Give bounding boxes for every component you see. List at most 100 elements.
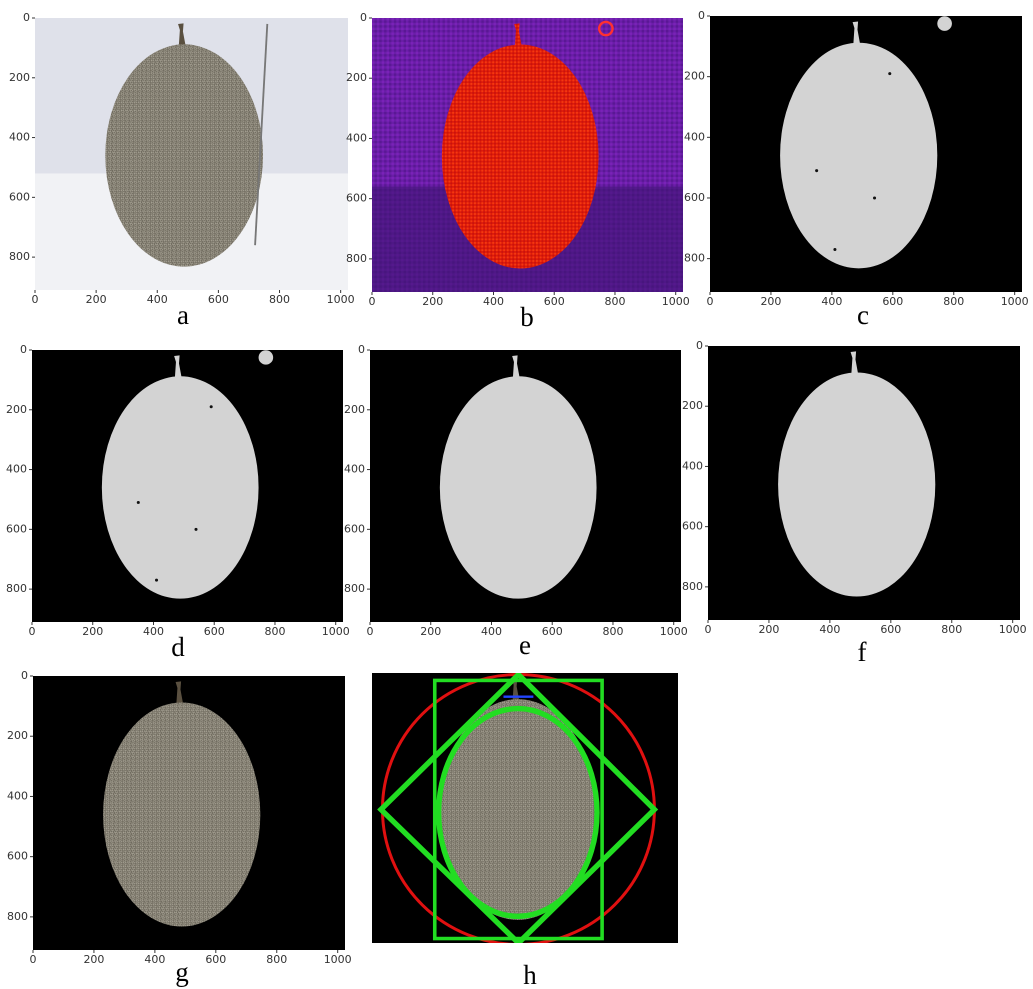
- y-tick-label: 600: [6, 522, 27, 535]
- melon: [780, 43, 937, 269]
- panel-image: [372, 673, 678, 944]
- y-tick-label: 200: [682, 399, 703, 412]
- x-tick-label: 400: [481, 625, 502, 638]
- y-tick-label: 400: [346, 131, 367, 144]
- x-tick-label: 600: [544, 295, 565, 308]
- hole: [888, 72, 891, 75]
- panel-label: c: [857, 300, 869, 330]
- y-tick-label: 200: [346, 71, 367, 84]
- x-tick-label: 200: [758, 623, 779, 636]
- y-tick-label: 400: [344, 463, 365, 476]
- x-tick-label: 1000: [324, 953, 352, 966]
- y-tick-label: 200: [6, 403, 27, 416]
- y-tick-label: 600: [346, 192, 367, 205]
- x-tick-label: 600: [204, 625, 225, 638]
- melon: [440, 376, 597, 598]
- y-tick-label: 0: [696, 339, 703, 352]
- x-tick-label: 200: [422, 295, 443, 308]
- x-tick-label: 200: [760, 295, 781, 308]
- panel-label: a: [177, 300, 189, 330]
- x-tick-label: 1000: [322, 625, 350, 638]
- panel-image: [370, 350, 681, 622]
- x-tick-label: 400: [147, 293, 168, 306]
- y-tick-label: 800: [7, 910, 28, 923]
- hole: [137, 501, 140, 504]
- y-tick-label: 800: [682, 580, 703, 593]
- y-tick-label: 800: [346, 252, 367, 265]
- hole: [873, 196, 876, 199]
- x-tick-label: 400: [819, 623, 840, 636]
- panel-label: b: [520, 302, 534, 332]
- y-tick-label: 800: [9, 250, 30, 263]
- panel-image: [708, 346, 1020, 620]
- x-tick-label: 0: [30, 953, 37, 966]
- panel-label: g: [175, 957, 189, 987]
- y-tick-label: 400: [682, 459, 703, 472]
- x-tick-label: 800: [941, 623, 962, 636]
- hole: [194, 528, 197, 531]
- y-tick-label: 800: [344, 582, 365, 595]
- y-tick-label: 600: [344, 522, 365, 535]
- y-tick-label: 0: [698, 9, 705, 22]
- y-tick-label: 200: [344, 403, 365, 416]
- panel-label: h: [523, 960, 537, 989]
- y-tick-label: 400: [7, 789, 28, 802]
- x-tick-label: 400: [143, 625, 164, 638]
- x-tick-label: 1000: [1001, 295, 1029, 308]
- x-tick-label: 400: [821, 295, 842, 308]
- y-tick-label: 400: [6, 463, 27, 476]
- x-tick-label: 1000: [327, 293, 355, 306]
- x-tick-label: 0: [369, 295, 376, 308]
- x-tick-label: 0: [32, 293, 39, 306]
- panel-label: e: [519, 630, 531, 660]
- y-tick-label: 200: [7, 729, 28, 742]
- hole: [833, 248, 836, 251]
- y-tick-label: 0: [23, 11, 30, 24]
- y-tick-label: 0: [20, 343, 27, 356]
- y-tick-label: 600: [684, 191, 705, 204]
- x-tick-label: 800: [264, 625, 285, 638]
- x-tick-label: 600: [205, 953, 226, 966]
- x-tick-label: 200: [86, 293, 107, 306]
- x-tick-label: 200: [82, 625, 103, 638]
- x-tick-label: 400: [483, 295, 504, 308]
- x-tick-label: 800: [269, 293, 290, 306]
- y-tick-label: 600: [7, 850, 28, 863]
- x-tick-label: 200: [420, 625, 441, 638]
- y-tick-label: 0: [21, 669, 28, 682]
- x-tick-label: 1000: [999, 623, 1027, 636]
- melon: [442, 44, 599, 268]
- y-tick-label: 800: [6, 582, 27, 595]
- x-tick-label: 1000: [662, 295, 690, 308]
- melon: [103, 702, 260, 926]
- x-tick-label: 0: [705, 623, 712, 636]
- hole: [210, 405, 213, 408]
- melon: [778, 372, 935, 596]
- figure: 0 200 400 600 800 1000 0 200 400 600 800 a 0 200 400 60…: [0, 0, 1033, 989]
- y-tick-label: 400: [9, 131, 30, 144]
- noise: [937, 16, 952, 31]
- melon: [105, 44, 263, 266]
- y-tick-label: 400: [684, 130, 705, 143]
- y-tick-label: 200: [9, 71, 30, 84]
- panel-image: [33, 676, 345, 950]
- melon: [102, 376, 259, 598]
- noise: [259, 350, 274, 364]
- x-tick-label: 800: [266, 953, 287, 966]
- x-tick-label: 400: [144, 953, 165, 966]
- x-tick-label: 200: [83, 953, 104, 966]
- panel-label: f: [858, 637, 867, 667]
- y-tick-label: 600: [9, 190, 30, 203]
- x-tick-label: 600: [542, 625, 563, 638]
- hole: [815, 169, 818, 172]
- y-tick-label: 0: [360, 11, 367, 24]
- x-tick-label: 0: [367, 625, 374, 638]
- panel-image: [710, 16, 1022, 292]
- y-tick-label: 800: [684, 252, 705, 265]
- y-tick-label: 0: [358, 343, 365, 356]
- x-tick-label: 0: [707, 295, 714, 308]
- y-tick-label: 600: [682, 520, 703, 533]
- y-tick-label: 200: [684, 70, 705, 83]
- x-tick-label: 600: [882, 295, 903, 308]
- panel-image: [372, 18, 683, 292]
